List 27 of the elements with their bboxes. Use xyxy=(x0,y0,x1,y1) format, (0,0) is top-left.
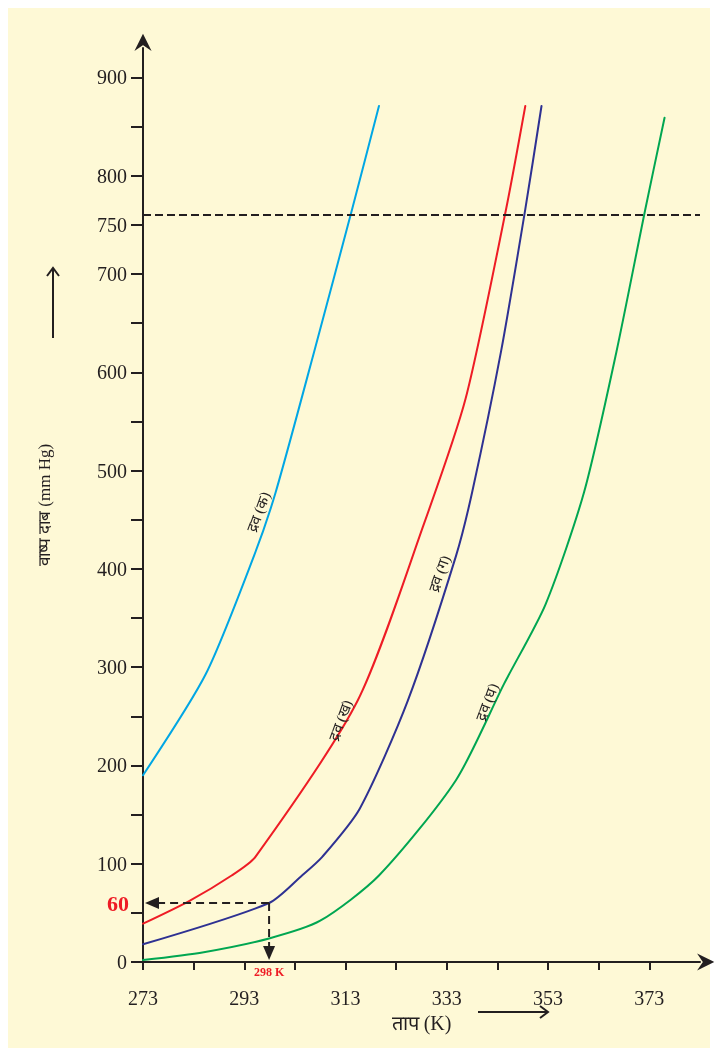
y-tick-label: 400 xyxy=(97,557,127,580)
y-tick-label: 600 xyxy=(97,361,127,384)
x-tick-label: 353 xyxy=(533,987,564,1009)
text: द्रव (ख) xyxy=(325,697,357,743)
x-tick-label: 373 xyxy=(634,987,665,1009)
y-tick-label: 100 xyxy=(97,852,127,875)
y-tick-label: 800 xyxy=(97,164,127,187)
text: द्रव (क) xyxy=(243,489,275,535)
x-tick-label: 313 xyxy=(330,987,361,1009)
annotation: 60 xyxy=(107,890,129,916)
y-tick-label: 750 xyxy=(97,213,127,236)
y-tick-label: 700 xyxy=(97,263,127,286)
x-tick-label: 333 xyxy=(431,987,462,1009)
y-tick-label: 500 xyxy=(97,459,127,482)
x-tick-label: 293 xyxy=(229,987,260,1009)
text: द्रव (ग) xyxy=(425,553,455,595)
x-axis-title: ताप (K) xyxy=(391,1011,452,1035)
annotation: 298 K xyxy=(253,965,285,979)
y-tick-label: 0 xyxy=(117,951,127,973)
text: द्रव (घ) xyxy=(473,681,503,724)
line-series xyxy=(142,116,666,962)
y-tick-label: 900 xyxy=(97,66,127,89)
y-tick-label: 300 xyxy=(97,656,127,679)
x-tick-label: 273 xyxy=(128,987,158,1009)
y-axis-title: वाष्प दाब (mm Hg) xyxy=(35,443,54,567)
line-series xyxy=(142,104,380,777)
y-tick-label: 200 xyxy=(97,754,127,777)
